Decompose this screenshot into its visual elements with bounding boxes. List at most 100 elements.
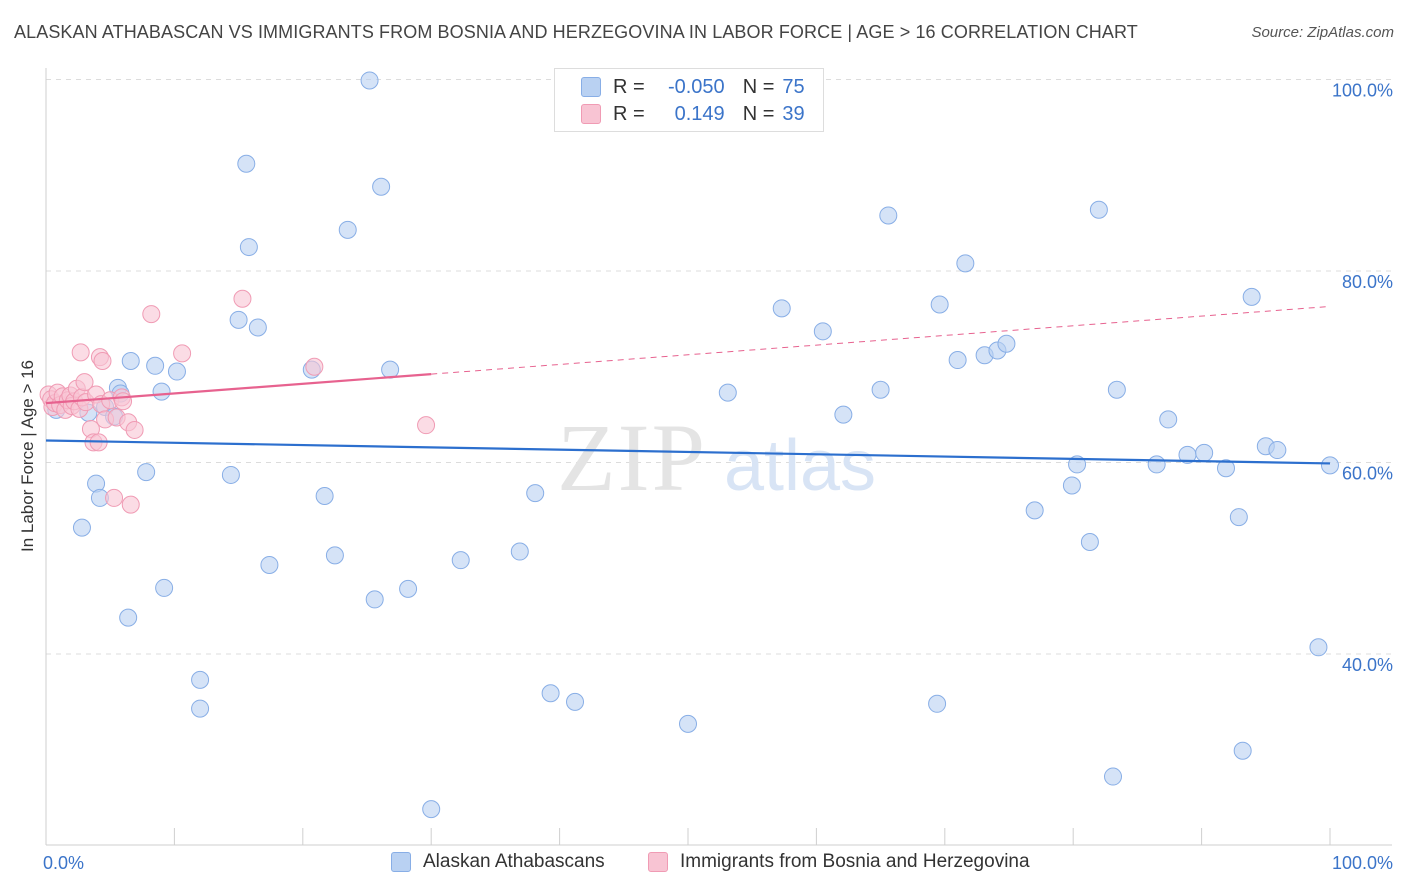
legend-swatch-blue — [581, 77, 601, 97]
point-alaskan-athabascan — [239, 238, 258, 257]
point-alaskan-athabascan — [541, 684, 560, 703]
point-alaskan-athabascan — [1229, 508, 1248, 527]
point-alaskan-athabascan — [871, 380, 890, 399]
point-bosnia-herzegovina — [114, 392, 133, 411]
point-alaskan-athabascan — [325, 546, 344, 565]
point-alaskan-athabascan — [399, 579, 418, 598]
trend-line-solid — [45, 373, 432, 405]
bottom-legend-label-athabascan: Alaskan Athabascans — [423, 851, 605, 872]
point-alaskan-athabascan — [372, 177, 391, 196]
point-alaskan-athabascan — [1321, 456, 1339, 475]
point-alaskan-athabascan — [1089, 200, 1108, 219]
y-tick-label: 40.0% — [1342, 655, 1393, 675]
series-alaskan-athabascans — [47, 71, 1339, 819]
point-alaskan-athabascan — [1080, 532, 1099, 551]
legend-n-label: N = — [742, 75, 775, 98]
source-label: Source: ZipAtlas.com — [1251, 24, 1394, 41]
legend-n-value: 75 — [782, 75, 805, 98]
point-alaskan-athabascan — [1309, 638, 1328, 657]
watermark-atlas: atlas — [724, 426, 876, 506]
point-alaskan-athabascan — [155, 578, 174, 597]
point-alaskan-athabascan — [566, 692, 585, 711]
legend-r-value: 0.149 — [674, 102, 725, 125]
point-alaskan-athabascan — [1242, 287, 1261, 306]
point-alaskan-athabascan — [1268, 441, 1287, 460]
axes — [45, 68, 1392, 846]
point-alaskan-athabascan — [167, 362, 186, 381]
bottom-legend-swatch-blue — [391, 852, 411, 872]
point-bosnia-herzegovina — [93, 352, 112, 371]
point-alaskan-athabascan — [137, 463, 156, 482]
point-bosnia-herzegovina — [125, 420, 144, 439]
point-alaskan-athabascan — [772, 299, 791, 318]
point-alaskan-athabascan — [526, 484, 545, 503]
trend-line-solid — [45, 439, 1331, 465]
point-alaskan-athabascan — [510, 542, 529, 561]
point-alaskan-athabascan — [718, 383, 737, 402]
point-alaskan-athabascan — [121, 352, 140, 371]
y-axis-label: In Labor Force | Age > 16 — [18, 359, 37, 553]
bottom-legend-athabascan: Alaskan Athabascans — [391, 851, 605, 873]
point-alaskan-athabascan — [1195, 443, 1214, 462]
point-alaskan-athabascan — [1104, 767, 1123, 786]
point-bosnia-herzegovina — [142, 305, 161, 324]
point-alaskan-athabascan — [338, 220, 357, 239]
point-alaskan-athabascan — [72, 518, 91, 537]
bottom-legend-bosnia: Immigrants from Bosnia and Herzegovina — [648, 851, 1030, 873]
point-alaskan-athabascan — [365, 590, 384, 609]
point-alaskan-athabascan — [813, 322, 832, 341]
point-alaskan-athabascan — [451, 551, 470, 570]
legend-r-value: -0.050 — [667, 75, 725, 98]
y-tick-label: 60.0% — [1342, 464, 1393, 484]
point-alaskan-athabascan — [422, 800, 441, 819]
point-alaskan-athabascan — [191, 670, 210, 689]
point-alaskan-athabascan — [237, 154, 256, 173]
tick-labels: 40.0% 60.0% 80.0% 100.0% 0.0% 100.0% — [43, 81, 1393, 874]
x-tick-label: 0.0% — [43, 853, 84, 873]
point-alaskan-athabascan — [879, 206, 898, 225]
watermark-zip: ZIP — [557, 404, 707, 511]
point-alaskan-athabascan — [956, 254, 975, 273]
point-bosnia-herzegovina — [121, 495, 140, 514]
bottom-legend-swatch-pink — [648, 852, 668, 872]
legend-n-label: N = — [742, 102, 775, 125]
point-alaskan-athabascan — [1062, 476, 1081, 495]
point-alaskan-athabascan — [381, 360, 400, 379]
point-alaskan-athabascan — [119, 608, 138, 627]
x-tick-label: 100.0% — [1332, 853, 1393, 873]
legend-row-bosnia: R = 0.149 N = 39 — [555, 101, 805, 127]
point-bosnia-herzegovina — [417, 416, 436, 435]
trend-line-dashed — [431, 305, 1331, 375]
point-alaskan-athabascan — [948, 351, 967, 370]
bottom-legend-label-bosnia: Immigrants from Bosnia and Herzegovina — [680, 851, 1030, 872]
point-alaskan-athabascan — [928, 694, 947, 713]
point-alaskan-athabascan — [1159, 410, 1178, 429]
point-bosnia-herzegovina — [105, 488, 124, 507]
point-alaskan-athabascan — [679, 714, 697, 733]
point-alaskan-athabascan — [1068, 455, 1087, 474]
point-alaskan-athabascan — [997, 334, 1016, 353]
y-tick-label: 80.0% — [1342, 272, 1393, 292]
point-alaskan-athabascan — [1025, 501, 1044, 520]
point-bosnia-herzegovina — [173, 344, 192, 363]
point-bosnia-herzegovina — [305, 357, 324, 376]
chart-title: ALASKAN ATHABASCAN VS IMMIGRANTS FROM BO… — [14, 22, 1138, 42]
point-bosnia-herzegovina — [75, 373, 94, 392]
point-alaskan-athabascan — [1233, 741, 1252, 760]
point-alaskan-athabascan — [191, 699, 210, 718]
point-alaskan-athabascan — [229, 310, 248, 329]
grid-lines — [46, 79, 1392, 655]
point-alaskan-athabascan — [930, 295, 949, 314]
trend-lines — [45, 305, 1331, 465]
legend-swatch-pink — [581, 104, 601, 124]
point-alaskan-athabascan — [146, 356, 165, 375]
point-alaskan-athabascan — [1147, 455, 1166, 474]
point-alaskan-athabascan — [360, 71, 379, 90]
legend-n-value: 39 — [782, 102, 805, 125]
y-tick-label: 100.0% — [1332, 81, 1393, 101]
point-alaskan-athabascan — [1107, 380, 1126, 399]
series-bosnia-herzegovina — [39, 289, 436, 514]
legend-row-athabascan: R = -0.050 N = 75 — [555, 74, 805, 100]
point-alaskan-athabascan — [834, 405, 853, 424]
